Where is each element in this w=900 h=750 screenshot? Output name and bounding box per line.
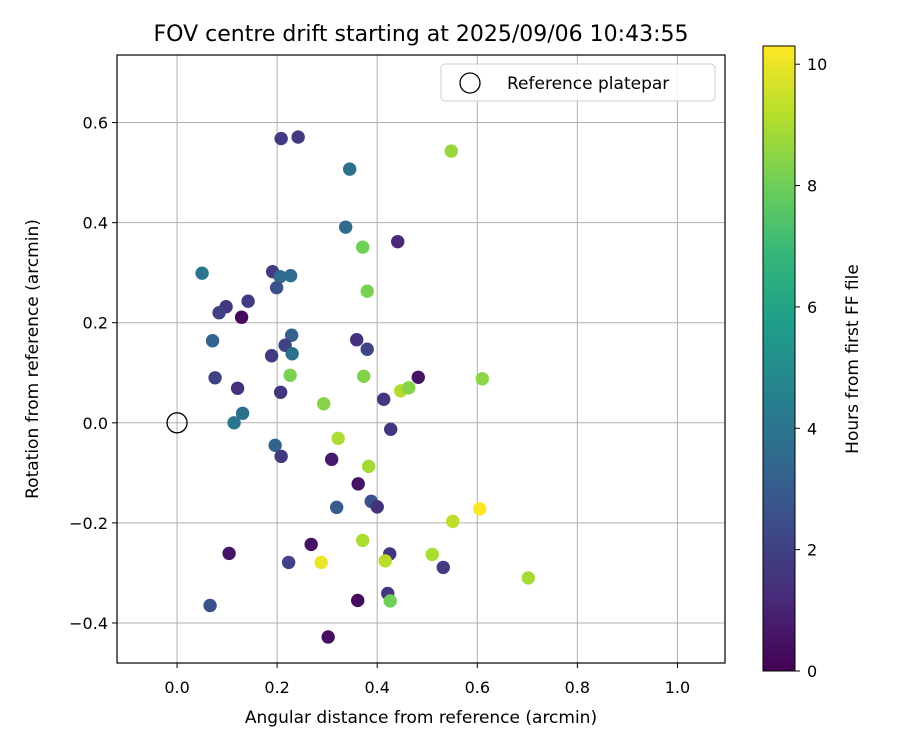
colorbar-tick-label: 4	[807, 419, 817, 438]
scatter-point	[283, 368, 297, 382]
colorbar-ticks: 0 2 4 6 8 10	[795, 55, 827, 681]
scatter-point	[264, 349, 279, 363]
scatter-point	[383, 594, 397, 608]
scatter-point	[208, 371, 222, 385]
colorbar-tick-label: 8	[807, 177, 817, 196]
scatter-point	[227, 416, 241, 430]
scatter-point	[357, 369, 371, 383]
scatter-point	[370, 500, 384, 514]
x-axis-label: Angular distance from reference (arcmin)	[245, 708, 597, 728]
scatter-point	[304, 537, 318, 552]
y-tick-label: −0.2	[69, 514, 108, 533]
scatter-point	[321, 630, 335, 644]
scatter-point	[362, 459, 376, 474]
scatter-point	[360, 342, 374, 356]
x-tick-label: 0.2	[264, 678, 289, 697]
legend: Reference platepar	[440, 63, 716, 102]
y-tick-label: −0.4	[69, 614, 108, 633]
scatter-point	[324, 452, 339, 467]
scatter-point	[521, 571, 536, 585]
colorbar	[762, 45, 796, 672]
legend-reference-marker	[459, 72, 481, 94]
scatter-point	[331, 431, 345, 446]
scatter-point	[281, 555, 296, 570]
scatter-point	[350, 593, 365, 608]
scatter-point	[274, 131, 288, 146]
scatter-point	[444, 144, 458, 158]
x-tick-label: 0.6	[465, 678, 490, 697]
colorbar-label: Hours from first FF file	[843, 264, 863, 454]
x-axis-ticks: 0.0 0.2 0.4 0.6 0.8 1.0	[164, 663, 690, 697]
y-axis-label: Rotation from reference (arcmin)	[23, 219, 43, 499]
x-tick-label: 0.0	[164, 678, 189, 697]
scatter-point	[212, 306, 226, 320]
colorbar-tick-label: 6	[807, 298, 817, 317]
reference-marker-group	[166, 412, 188, 434]
scatter-point	[241, 294, 255, 308]
scatter-points	[195, 130, 536, 644]
scatter-point	[349, 333, 364, 347]
scatter-point	[222, 546, 236, 561]
scatter-point	[291, 130, 305, 144]
y-tick-label: 0.0	[83, 414, 108, 433]
colorbar-tick-label: 0	[807, 662, 817, 681]
scatter-point	[230, 381, 245, 395]
legend-label: Reference platepar	[507, 74, 669, 94]
x-tick-label: 1.0	[665, 678, 690, 697]
colorbar-tick-label: 2	[807, 541, 817, 560]
scatter-point	[273, 269, 287, 284]
y-axis-ticks: −0.4 −0.2 0.0 0.2 0.4 0.6	[69, 114, 117, 633]
scatter-point	[351, 477, 365, 491]
scatter-point	[360, 284, 374, 298]
scatter-point	[269, 280, 284, 295]
y-tick-label: 0.6	[83, 114, 108, 133]
colorbar-tick-label: 10	[807, 55, 827, 74]
scatter-point	[203, 598, 217, 613]
scatter-point	[356, 533, 370, 548]
scatter-point	[436, 560, 450, 575]
x-tick-label: 0.4	[364, 678, 389, 697]
scatter-point	[446, 514, 460, 529]
plot-frame	[116, 54, 726, 664]
scatter-point	[338, 220, 353, 234]
scatter-point	[356, 240, 370, 254]
x-tick-label: 0.8	[565, 678, 590, 697]
scatter-point	[377, 392, 391, 406]
scatter-point	[425, 547, 439, 562]
scatter-point	[284, 328, 299, 342]
scatter-point	[235, 406, 250, 420]
reference-platepar-marker	[166, 412, 188, 434]
scatter-point	[268, 438, 282, 453]
scatter-point	[402, 381, 416, 395]
scatter-point	[205, 334, 220, 348]
scatter-point	[195, 266, 209, 280]
scatter-point	[473, 502, 487, 516]
scatter-point	[391, 234, 405, 249]
scatter-point	[273, 385, 288, 399]
scatter-point	[285, 347, 299, 361]
scatter-point	[274, 449, 288, 464]
scatter-point	[316, 397, 331, 411]
scatter-point	[342, 162, 357, 176]
scatter-point	[475, 372, 490, 386]
scatter-point	[411, 370, 425, 384]
scatter-point	[314, 555, 328, 570]
scatter-point	[283, 268, 298, 283]
legend-box	[440, 63, 716, 102]
y-tick-label: 0.2	[83, 314, 108, 333]
y-tick-label: 0.4	[83, 214, 108, 233]
scatter-point	[378, 554, 392, 568]
chart-title: FOV centre drift starting at 2025/09/06 …	[154, 22, 689, 47]
scatter-point	[329, 500, 344, 515]
scatter-point	[234, 310, 249, 324]
scatter-point	[384, 422, 398, 437]
